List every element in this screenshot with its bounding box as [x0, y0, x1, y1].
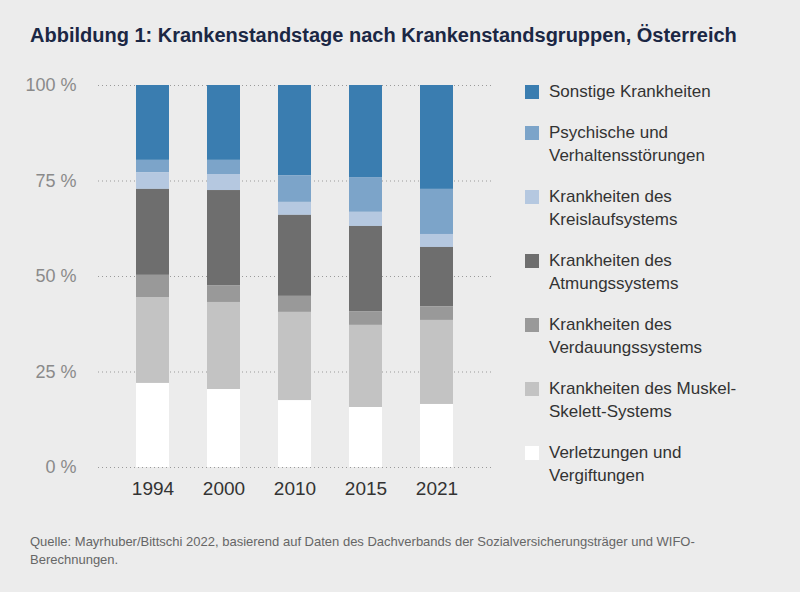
html-text:Verletzungen und Vergiftungen: Verletzungen und Vergiftungen	[549, 443, 682, 485]
html-text:Krankheiten des Kreislaufsyste: Krankheiten des Kreislaufsystems	[549, 187, 678, 229]
html-text:Krankheiten des Verdauungssyst: Krankheiten des Verdauungssystems	[549, 315, 703, 357]
svg-text:0 %: 0 %	[45, 457, 76, 477]
html-text:Sonstige Krankheiten: Sonstige Krankheiten	[549, 82, 711, 101]
html-text:Krankheiten des Muskel-Skelett: Krankheiten des Muskel-Skelett-Systems	[549, 379, 737, 421]
svg-text:2000: 2000	[203, 478, 245, 499]
html-text:Krankheiten des Atmungssystems: Krankheiten des Atmungssystems	[549, 251, 679, 293]
svg-text:100 %: 100 %	[25, 75, 76, 95]
html-text:Quelle: Mayrhuber/Bittschi 202: Quelle: Mayrhuber/Bittschi 2022, basiere…	[30, 534, 695, 567]
html-text:Psychische und Verhaltensstöru: Psychische und Verhaltensstörungen	[549, 123, 705, 165]
svg-text:2021: 2021	[416, 478, 458, 499]
svg-text:1994: 1994	[132, 478, 175, 499]
svg-text:2015: 2015	[345, 478, 387, 499]
html-text:Abbildung 1: Krankenstandstage: Abbildung 1: Krankenstandstage nach Kran…	[30, 24, 737, 46]
svg-text:75 %: 75 %	[35, 171, 76, 191]
svg-text:50 %: 50 %	[35, 266, 76, 286]
svg-text:25 %: 25 %	[35, 362, 76, 382]
svg-text:2010: 2010	[274, 478, 316, 499]
